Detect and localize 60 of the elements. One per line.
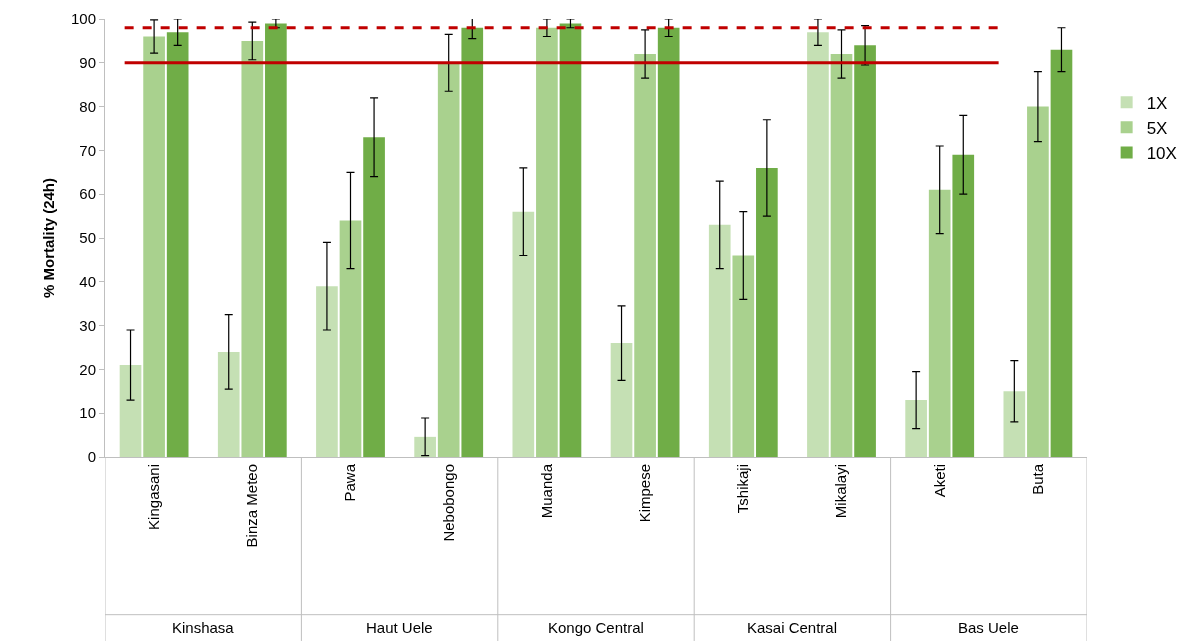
text: Kinshasa — [172, 619, 235, 636]
bar — [634, 54, 656, 457]
y-tick-label: 60 — [79, 185, 96, 203]
y-tick-label: 90 — [79, 54, 96, 72]
y-tick-label: 50 — [79, 229, 96, 247]
y-axis-title: % Mortality (24h) — [40, 177, 58, 299]
y-tick-label: 30 — [79, 316, 96, 334]
x-tick-label: Pawa — [341, 463, 359, 502]
bar — [1050, 49, 1073, 457]
bar — [905, 400, 927, 457]
bar — [536, 27, 558, 457]
y-tick-label: 100 — [70, 10, 96, 28]
bar — [854, 45, 876, 457]
bar — [559, 23, 582, 457]
text: Kongo Central — [548, 619, 644, 636]
x-tick-label: Binza Meteo — [243, 464, 261, 548]
bar — [830, 54, 853, 457]
bar — [316, 286, 338, 457]
bar — [1027, 106, 1049, 457]
bar — [756, 167, 778, 457]
text: Haut Uele — [366, 619, 433, 636]
bar — [414, 436, 436, 457]
bar — [732, 255, 755, 457]
bar — [461, 27, 484, 457]
bar — [708, 224, 731, 457]
x-tick-label: Nebobongo — [439, 464, 457, 542]
x-tick-label: Muanda — [537, 463, 555, 519]
x-tick-label: Buta — [1028, 463, 1046, 495]
y-tick-label: 70 — [79, 141, 96, 159]
bar — [437, 62, 460, 457]
legend-label: 5X — [1146, 118, 1168, 138]
y-tick-label: 40 — [79, 273, 96, 291]
legend-label: 10X — [1146, 144, 1177, 164]
y-tick-label: 80 — [79, 97, 96, 115]
bar — [657, 27, 680, 457]
y-tick-label: 10 — [79, 404, 96, 422]
bar — [265, 23, 287, 457]
y-tick-label: 20 — [79, 360, 96, 378]
bar — [217, 351, 240, 457]
text: Kasai Central — [747, 619, 838, 636]
bar — [119, 365, 142, 457]
x-tick-label: Mikalayi — [832, 464, 850, 519]
x-tick-label: Tshikaji — [734, 464, 752, 514]
x-tick-label: Kingasani — [144, 464, 162, 530]
bar — [241, 40, 264, 457]
legend-label: 1X — [1146, 93, 1168, 113]
bar — [143, 36, 165, 457]
y-tick-label: 0 — [87, 448, 96, 466]
x-tick-label: Aketi — [930, 464, 948, 498]
bar — [928, 189, 951, 457]
bar — [610, 343, 633, 457]
bar — [807, 32, 829, 457]
bar — [1003, 391, 1026, 457]
bar — [512, 211, 535, 457]
bar — [339, 220, 362, 457]
bar — [363, 137, 385, 457]
x-tick-label: Kimpese — [635, 464, 653, 523]
bar — [166, 32, 189, 457]
bar — [952, 154, 975, 457]
text: Bas Uele — [958, 619, 1019, 636]
